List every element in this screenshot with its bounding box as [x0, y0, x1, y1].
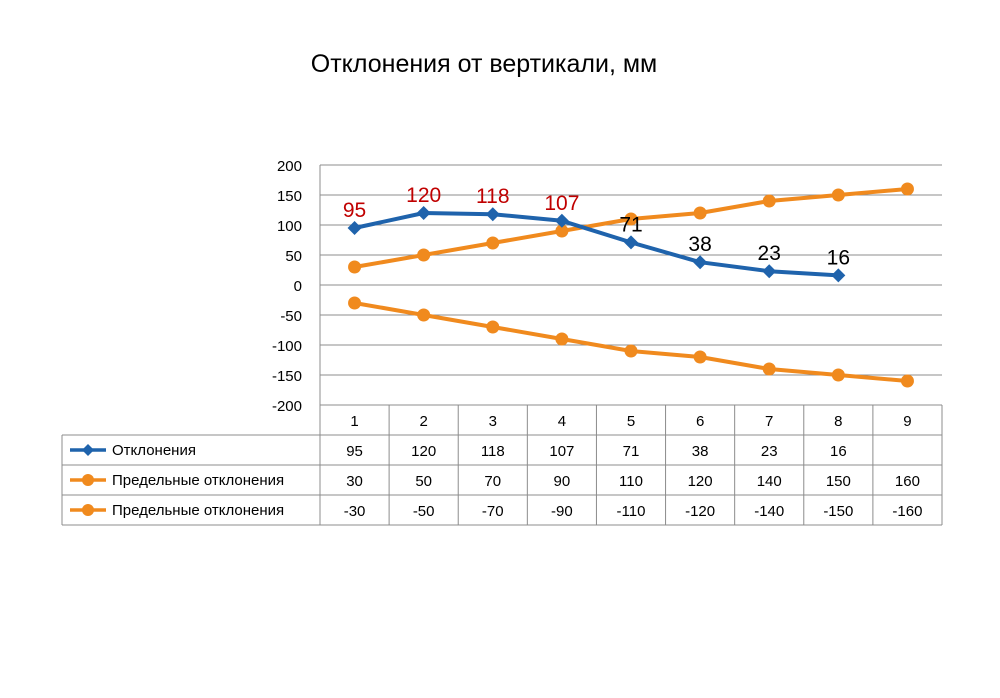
table-cell-value: 16 [830, 443, 847, 460]
legend-key-marker [82, 504, 94, 516]
chart-title: Отклонения от вертикали, мм [310, 50, 658, 78]
data-point [624, 235, 638, 250]
data-point [348, 260, 362, 274]
legend-key-marker [82, 444, 94, 456]
y-tick-label: 0 [294, 278, 302, 295]
x-tick-label: 8 [834, 413, 842, 430]
x-tick-label: 3 [489, 413, 497, 430]
y-tick-label: 200 [277, 158, 302, 175]
table-cell-value: 140 [757, 473, 782, 490]
data-point [416, 206, 431, 220]
data-label: 71 [619, 213, 642, 236]
y-axis-ticks: 200 150 100 50 0 -50 -100 -150 -200 [272, 158, 302, 415]
data-point [624, 344, 638, 358]
data-point [347, 221, 362, 235]
data-point [831, 188, 845, 202]
data-point [693, 255, 708, 270]
table-cell-value: 90 [554, 473, 571, 490]
x-tick-label: 5 [627, 413, 635, 430]
data-point [693, 206, 707, 220]
data-label: 23 [758, 242, 781, 265]
table-cell-value: -70 [482, 503, 504, 520]
table-cell-value: 160 [895, 473, 920, 490]
table-cell-value: -30 [344, 503, 366, 520]
y-tick-label: -200 [272, 398, 302, 415]
data-point [693, 350, 707, 364]
y-tick-label: -50 [280, 308, 302, 325]
series-line [354, 211, 839, 278]
table-cell-value: 71 [623, 443, 640, 460]
table-cell-value: 95 [346, 443, 363, 460]
data-point [348, 296, 362, 310]
table-cell-value: 50 [415, 473, 432, 490]
data-point [831, 368, 845, 382]
table-cell-value: -150 [823, 503, 853, 520]
table-cell-value: 107 [549, 443, 574, 460]
x-tick-label: 4 [558, 413, 566, 430]
data-point [555, 332, 569, 346]
y-tick-label: 150 [277, 188, 302, 205]
legend-series-name: Предельные отклонения [112, 502, 284, 519]
data-point [762, 194, 776, 208]
table-cell-value: -160 [892, 503, 922, 520]
table-cell-value: -110 [617, 503, 646, 520]
table-cell-value: 38 [692, 443, 709, 460]
legend-series-name: Предельные отклонения [112, 472, 284, 489]
data-label: 16 [827, 246, 850, 269]
data-label: 95 [343, 199, 366, 222]
data-point [417, 248, 431, 262]
legend-key-marker [82, 474, 94, 486]
table-cell-value: 120 [688, 473, 713, 490]
data-point [624, 212, 638, 226]
data-label: 38 [688, 233, 711, 256]
table-cell-value: 120 [411, 443, 436, 460]
y-tick-label: -150 [272, 368, 302, 385]
x-tick-label: 1 [350, 413, 358, 430]
data-point [900, 374, 914, 388]
data-point [831, 268, 846, 283]
x-tick-label: 7 [765, 413, 773, 430]
data-point [554, 213, 569, 228]
data-point [417, 308, 431, 322]
data-point [762, 264, 777, 279]
y-tick-label: 100 [277, 218, 302, 235]
data-point [486, 320, 500, 334]
table-cell-value: 70 [484, 473, 501, 490]
table-cell-value: -120 [685, 503, 715, 520]
data-label: 107 [544, 192, 579, 215]
legend-series-name: Отклонения [112, 442, 196, 459]
data-label: 120 [406, 184, 441, 207]
table-cell-value: 110 [619, 473, 643, 490]
table-cell-value: -50 [413, 503, 435, 520]
data-label: 118 [476, 185, 509, 208]
table-cell-value: 30 [346, 473, 363, 490]
data-labels: 95 120 118 107 71 38 23 16 [343, 184, 850, 269]
table-cell-value: -90 [551, 503, 573, 520]
series-lines [347, 182, 914, 388]
y-tick-label: -100 [272, 338, 302, 355]
data-point [762, 362, 776, 376]
table-cell-value: 23 [761, 443, 778, 460]
data-point [555, 224, 569, 238]
x-tick-label: 2 [419, 413, 427, 430]
table-cell-value: 118 [481, 443, 505, 460]
data-point [900, 182, 914, 196]
data-point [486, 236, 500, 250]
table-cell-value: 150 [826, 473, 851, 490]
table-cell-value: -140 [754, 503, 784, 520]
x-tick-label: 9 [903, 413, 911, 430]
data-point [485, 207, 500, 222]
x-tick-label: 6 [696, 413, 704, 430]
y-tick-label: 50 [285, 248, 302, 265]
